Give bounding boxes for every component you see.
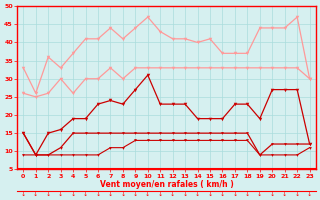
X-axis label: Vent moyen/en rafales ( km/h ): Vent moyen/en rafales ( km/h )	[100, 180, 233, 189]
